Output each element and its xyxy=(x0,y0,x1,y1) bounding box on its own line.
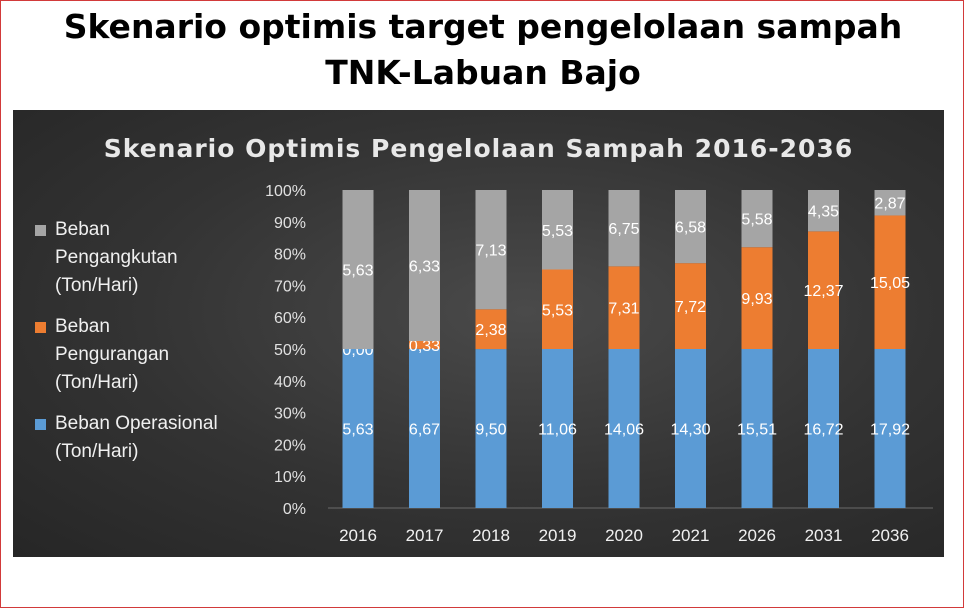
x-tick-label: 2036 xyxy=(871,526,909,545)
legend-swatch-pengurangan xyxy=(35,322,46,333)
data-label: 9,93 xyxy=(741,291,772,308)
y-tick-label: 80% xyxy=(274,247,306,264)
data-label: 5,63 xyxy=(342,422,373,439)
data-label: 7,13 xyxy=(475,243,506,260)
legend-item-pengurangan: Beban Pengurangan (Ton/Hari) xyxy=(35,313,245,397)
data-label: 6,58 xyxy=(675,220,706,237)
y-tick-label: 0% xyxy=(283,501,306,518)
data-label: 6,67 xyxy=(409,421,440,438)
x-tick-label: 2018 xyxy=(472,526,510,545)
bar-segment xyxy=(475,190,507,310)
bar-segment xyxy=(741,247,773,349)
data-label: 17,92 xyxy=(870,422,910,439)
slide-title-line-1: Skenario optimis target pengelolaan samp… xyxy=(63,7,903,46)
x-tick-label: 2020 xyxy=(605,526,643,545)
legend-label-pengurangan: Beban Pengurangan (Ton/Hari) xyxy=(55,316,170,393)
y-tick-label: 70% xyxy=(274,278,306,295)
bar-segment xyxy=(342,190,374,349)
data-label: 14,30 xyxy=(670,422,710,439)
data-label: 16,72 xyxy=(803,422,843,439)
bar-segment xyxy=(542,269,573,349)
bar-segment xyxy=(409,341,440,349)
data-label: 5,63 xyxy=(342,263,373,280)
y-tick-label: 50% xyxy=(274,342,306,359)
data-label: 2,38 xyxy=(475,322,506,339)
x-tick-label: 2017 xyxy=(406,526,444,545)
y-tick-label: 90% xyxy=(274,215,306,232)
bar-segment xyxy=(874,349,906,508)
bar-segment xyxy=(874,190,906,216)
y-tick-label: 40% xyxy=(274,374,306,391)
x-tick-label: 2026 xyxy=(738,526,776,545)
data-label: 12,37 xyxy=(803,283,843,300)
legend-swatch-pengangkutan xyxy=(35,225,46,236)
legend-swatch-operasional xyxy=(35,419,46,430)
bar-segment xyxy=(741,349,773,508)
bar-segment xyxy=(808,231,839,349)
data-label: 5,58 xyxy=(741,212,772,229)
slide-title-line-2: TNK-Labuan Bajo xyxy=(325,53,641,92)
bar-segment xyxy=(808,190,839,232)
x-tick-label: 2016 xyxy=(339,526,377,545)
data-label: 6,33 xyxy=(409,259,440,276)
y-tick-label: 100% xyxy=(265,183,306,200)
bar-segment xyxy=(409,190,440,342)
bar-segment xyxy=(741,190,773,248)
data-label: 4,35 xyxy=(808,204,839,221)
data-label: 5,53 xyxy=(542,302,573,319)
data-label: 0,33 xyxy=(409,338,440,355)
bar-segment xyxy=(675,263,706,349)
bar-segment xyxy=(675,190,706,264)
x-tick-label: 2021 xyxy=(672,526,710,545)
y-tick-label: 20% xyxy=(274,437,306,454)
bar-segment xyxy=(475,349,507,508)
data-label: 11,06 xyxy=(538,422,577,439)
y-tick-label: 60% xyxy=(274,310,306,327)
y-tick-label: 10% xyxy=(274,469,306,486)
x-tick-label: 2031 xyxy=(805,526,843,545)
bar-segment xyxy=(675,349,706,508)
data-label: 2,87 xyxy=(874,196,905,213)
legend-item-operasional: Beban Operasional (Ton/Hari) xyxy=(35,410,245,466)
bar-segment xyxy=(608,266,640,349)
bar-segment xyxy=(542,349,573,508)
legend-label-pengangkutan: Beban Pengangkutan (Ton/Hari) xyxy=(55,219,178,296)
bar-segment xyxy=(542,190,573,270)
chart-legend: Beban Pengangkutan (Ton/Hari) Beban Peng… xyxy=(35,216,245,479)
data-label: 5,53 xyxy=(542,223,573,240)
legend-label-operasional: Beban Operasional (Ton/Hari) xyxy=(55,413,218,462)
bar-segment xyxy=(808,349,839,508)
slide-title: Skenario optimis target pengelolaan samp… xyxy=(0,4,966,96)
x-tick-label: 2019 xyxy=(539,526,577,545)
data-label: 7,72 xyxy=(675,299,706,316)
chart-plot: 0%10%20%30%40%50%60%70%80%90%100%5,630,0… xyxy=(265,183,933,545)
data-label: 7,31 xyxy=(608,301,639,318)
legend-item-pengangkutan: Beban Pengangkutan (Ton/Hari) xyxy=(35,216,245,300)
data-label: 15,51 xyxy=(737,422,777,439)
data-label: 15,05 xyxy=(870,275,910,292)
bar-segment xyxy=(342,349,374,508)
bar-segment xyxy=(608,349,640,508)
chart-title: Skenario Optimis Pengelolaan Sampah 2016… xyxy=(103,134,854,163)
chart-area: Skenario Optimis Pengelolaan Sampah 2016… xyxy=(13,110,944,557)
data-label: 14,06 xyxy=(604,422,644,439)
bar-segment xyxy=(608,190,640,267)
y-tick-label: 30% xyxy=(274,406,306,423)
data-label: 9,50 xyxy=(475,422,506,439)
bar-segment xyxy=(475,309,507,350)
bar-segment xyxy=(409,348,440,508)
data-label: 6,75 xyxy=(608,221,639,238)
bar-segment xyxy=(874,215,906,349)
